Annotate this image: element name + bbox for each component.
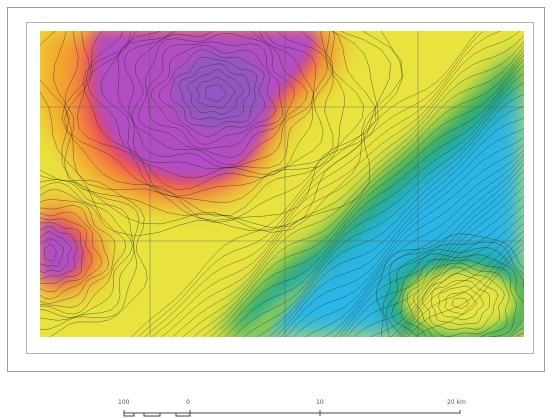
contour-southeast-dome xyxy=(444,291,477,315)
contour-diagonal xyxy=(216,64,524,337)
scale-bar: 100 0 10 20 km xyxy=(118,399,466,417)
contour-diagonal xyxy=(223,72,524,337)
contour-diagonal xyxy=(369,205,524,337)
contour-diagonal xyxy=(403,236,524,337)
contour-north-high xyxy=(170,57,258,128)
contour-west-high xyxy=(40,217,93,293)
contour-north-high xyxy=(40,31,404,237)
contour-west-high xyxy=(40,226,78,280)
contour-southeast-dome xyxy=(391,253,524,337)
contour-north-high xyxy=(187,69,244,115)
contour-north-high xyxy=(61,31,377,223)
contour-diagonal xyxy=(333,163,524,337)
contour-southeast-dome xyxy=(438,285,484,321)
scale-label-mid: 10 xyxy=(316,399,324,406)
contour-diagonal xyxy=(390,214,524,337)
contour-diagonal xyxy=(131,31,478,337)
contour-diagonal xyxy=(192,50,524,337)
contour-lines xyxy=(40,31,524,337)
contour-north-high xyxy=(86,31,333,190)
contour-diagonal xyxy=(209,58,524,337)
contour-southeast-dome xyxy=(431,280,490,325)
contour-north-high xyxy=(178,63,251,120)
contour-southeast-dome xyxy=(421,273,498,331)
contour-diagonal xyxy=(414,248,524,337)
contour-southeast-dome xyxy=(412,266,505,337)
contour-north-high xyxy=(150,44,276,145)
contour-diagonal xyxy=(396,223,524,337)
contour-southeast-dome xyxy=(375,233,524,337)
contour-north-high xyxy=(117,31,317,170)
contour-southeast-dome xyxy=(406,262,510,337)
contour-diagonal xyxy=(256,106,524,337)
contour-north-high xyxy=(123,31,314,169)
scale-label-right: 20 km xyxy=(447,399,466,406)
contour-diagonal xyxy=(268,117,524,337)
contour-west-high xyxy=(40,199,116,308)
contour-diagonal xyxy=(243,94,524,337)
scale-bar-graphic xyxy=(123,410,461,417)
contour-diagonal xyxy=(285,144,524,337)
contour-north-high xyxy=(64,31,364,217)
graticule xyxy=(40,31,524,337)
contour-north-high xyxy=(205,84,226,102)
contour-diagonal xyxy=(275,128,524,337)
scale-label-left: 100 xyxy=(118,399,130,406)
scale-label-zero: 0 xyxy=(186,399,190,406)
contour-southeast-dome xyxy=(382,241,524,337)
contour-diagonal xyxy=(338,169,524,337)
contour-west-high xyxy=(40,189,127,315)
contour-southeast-dome xyxy=(385,247,524,337)
contour-north-high xyxy=(158,49,266,137)
contour-north-high xyxy=(100,31,329,179)
yellow-dome-core xyxy=(422,281,498,321)
contour-diagonal xyxy=(400,230,524,337)
contour-southeast-dome xyxy=(451,297,469,309)
contour-diagonal xyxy=(407,242,524,337)
contour-north-high xyxy=(64,31,379,221)
contour-north-high xyxy=(196,77,236,109)
contour-north-high xyxy=(147,41,284,149)
contour-diagonal xyxy=(304,154,524,337)
contour-diagonal xyxy=(202,54,524,337)
contour-diagonal xyxy=(323,158,524,337)
contour-west-high xyxy=(40,179,135,321)
contour-diagonal xyxy=(292,149,524,337)
contour-diagonal xyxy=(280,137,524,337)
contour-west-high xyxy=(43,244,57,262)
contour-diagonal xyxy=(151,31,521,337)
contour-diagonal xyxy=(137,31,484,337)
contour-diagonal xyxy=(171,41,524,337)
contour-north-high xyxy=(138,33,295,158)
contour-west-high xyxy=(40,182,133,318)
contour-diagonal xyxy=(144,31,501,337)
contour-diagonal xyxy=(182,46,524,337)
contour-west-high xyxy=(40,205,110,304)
contour-north-high xyxy=(76,31,345,203)
contour-west-high xyxy=(40,222,84,284)
contour-diagonal xyxy=(342,177,524,337)
contour-map xyxy=(40,31,524,337)
contour-west-high xyxy=(40,231,72,273)
contour-west-high xyxy=(40,169,148,337)
contour-diagonal xyxy=(353,195,524,337)
contour-west-high xyxy=(40,211,103,300)
contour-north-high xyxy=(40,31,403,233)
contour-west-high xyxy=(40,175,140,330)
contour-diagonal xyxy=(160,35,524,337)
contour-north-high xyxy=(131,31,308,166)
contour-diagonal xyxy=(346,186,524,337)
